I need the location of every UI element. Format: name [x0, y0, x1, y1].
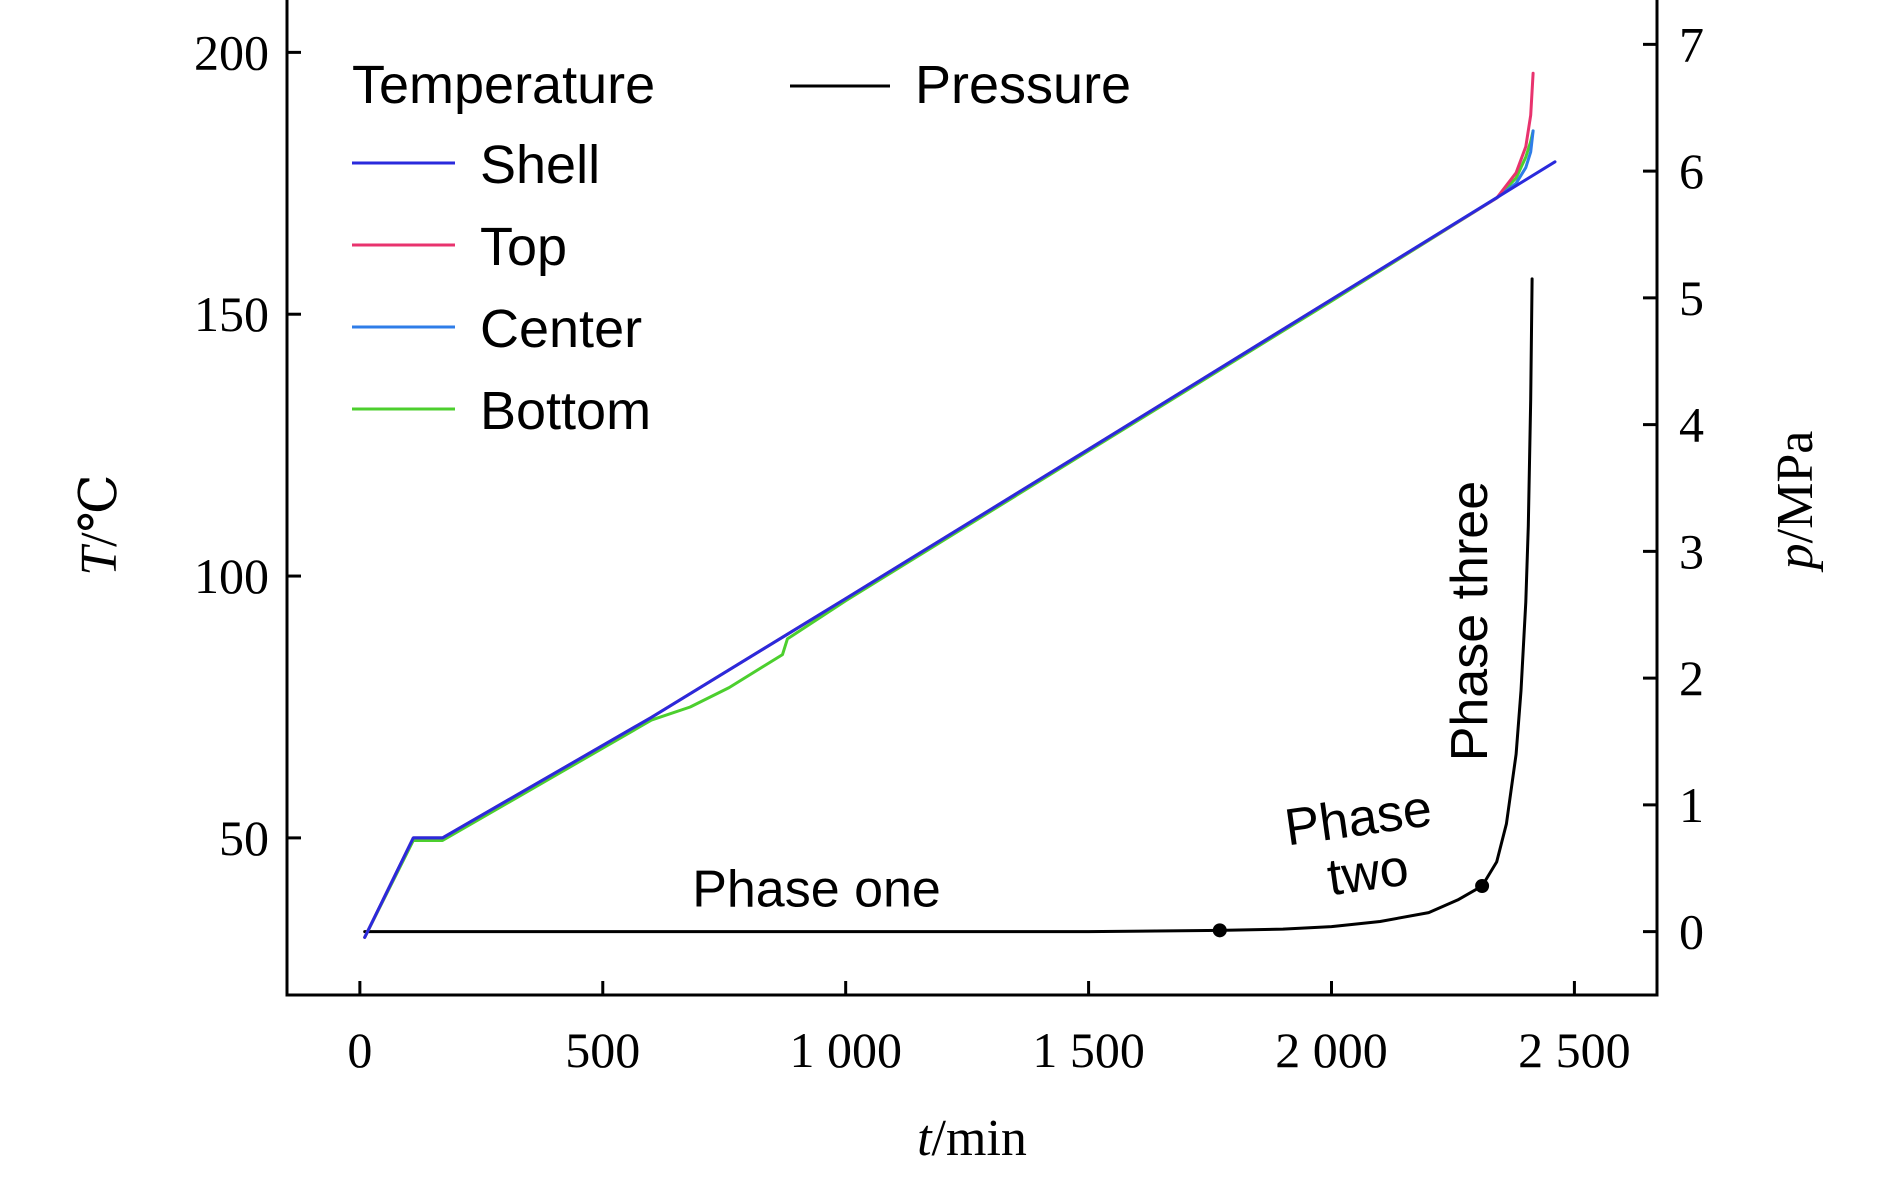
y-left-axis-label-var: T	[71, 544, 128, 576]
plot-frame	[285, 0, 1659, 997]
y-right-axis-label-unit: /MPa	[1767, 431, 1824, 544]
y-right-tick-label: 6	[1679, 143, 1704, 199]
x-tick-label: 500	[565, 1022, 640, 1078]
annotation-phase-three: Phase three	[1441, 481, 1499, 761]
y-right-tick-label: 1	[1679, 777, 1704, 833]
y-left-tick-label: 200	[194, 24, 269, 80]
series-line-pressure	[363, 277, 1534, 934]
y-right-tick-label: 7	[1679, 16, 1704, 72]
y-right-tick-label: 4	[1679, 397, 1704, 453]
series-group	[363, 71, 1557, 939]
x-axis-label-var: t	[917, 1110, 933, 1167]
phase-point	[1212, 923, 1227, 938]
y-right-tick-label: 2	[1679, 650, 1704, 706]
legend-label-center: Center	[480, 299, 642, 359]
legend-label-bottom: Bottom	[480, 381, 651, 441]
y-right-axis-label-var: p	[1767, 543, 1824, 573]
x-tick-label: 1 500	[1032, 1022, 1145, 1078]
y-right-tick-label: 0	[1679, 904, 1704, 960]
x-ticks: 0 500 1 000 1 500 2 000 2 500	[347, 981, 1631, 1078]
series-line-bottom	[363, 129, 1535, 939]
y-right-tick-label: 3	[1679, 523, 1704, 579]
series-line-shell	[363, 160, 1557, 939]
y-left-tick-label: 150	[194, 286, 269, 342]
legend-label-shell: Shell	[480, 135, 600, 195]
x-tick-label: 1 000	[789, 1022, 902, 1078]
x-axis-label-unit: /min	[932, 1110, 1027, 1167]
x-tick-label: 2 500	[1518, 1022, 1631, 1078]
legend-label-top: Top	[480, 217, 567, 277]
y-right-axis-label: p/MPa	[1767, 431, 1824, 574]
phase-point	[1475, 878, 1490, 893]
legend-series: Shell Top Center Bottom	[352, 135, 651, 441]
legend-temperature-header: Temperature	[352, 55, 655, 115]
y-left-axis-label-unit: /℃	[71, 474, 128, 547]
y-right-tick-label: 5	[1679, 270, 1704, 326]
x-axis-label: t/min	[917, 1110, 1027, 1167]
y-left-tick-label: 100	[194, 548, 269, 604]
annotation-phase-one: Phase one	[692, 860, 941, 918]
phase-points	[1212, 878, 1490, 938]
x-tick-label: 2 000	[1275, 1022, 1388, 1078]
y-right-ticks: 0 1 2 3 4 5 6 7	[1643, 16, 1704, 960]
annotation-two: two	[1324, 839, 1412, 908]
x-tick-label: 0	[347, 1022, 372, 1078]
y-left-tick-label: 50	[219, 810, 269, 866]
y-left-axis-label: T/℃	[71, 474, 128, 576]
y-left-ticks: 50 100 150 200	[194, 24, 301, 866]
legend: Temperature Pressure Shell Top Center Botto…	[352, 55, 1131, 441]
legend-pressure-label: Pressure	[915, 55, 1131, 115]
